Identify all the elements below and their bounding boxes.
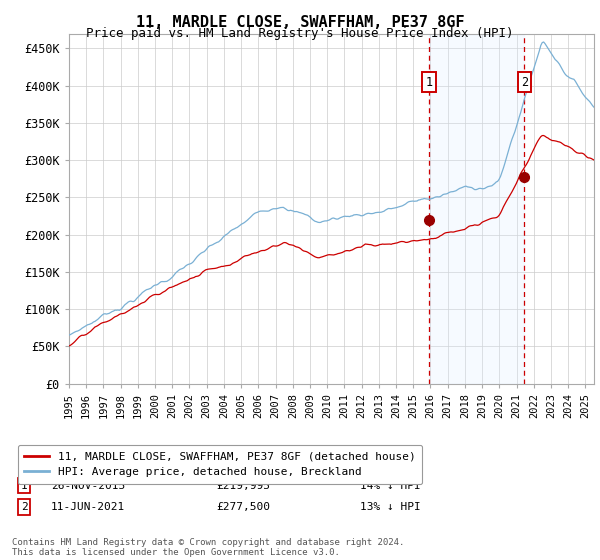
Text: 2: 2 [20, 502, 28, 512]
Text: 26-NOV-2015: 26-NOV-2015 [51, 480, 125, 491]
Text: Price paid vs. HM Land Registry's House Price Index (HPI): Price paid vs. HM Land Registry's House … [86, 27, 514, 40]
Text: 1: 1 [425, 76, 433, 88]
Text: £219,995: £219,995 [216, 480, 270, 491]
Text: 14% ↓ HPI: 14% ↓ HPI [360, 480, 421, 491]
Text: £277,500: £277,500 [216, 502, 270, 512]
Text: 13% ↓ HPI: 13% ↓ HPI [360, 502, 421, 512]
Bar [429, 34, 524, 384]
Text: 11-JUN-2021: 11-JUN-2021 [51, 502, 125, 512]
Legend: 11, MARDLE CLOSE, SWAFFHAM, PE37 8GF (detached house), HPI: Average price, detac: 11, MARDLE CLOSE, SWAFFHAM, PE37 8GF (de… [17, 445, 422, 484]
Text: 1: 1 [20, 480, 28, 491]
Text: Contains HM Land Registry data © Crown copyright and database right 2024.
This d: Contains HM Land Registry data © Crown c… [12, 538, 404, 557]
Text: 11, MARDLE CLOSE, SWAFFHAM, PE37 8GF: 11, MARDLE CLOSE, SWAFFHAM, PE37 8GF [136, 15, 464, 30]
Text: 2: 2 [521, 76, 528, 88]
